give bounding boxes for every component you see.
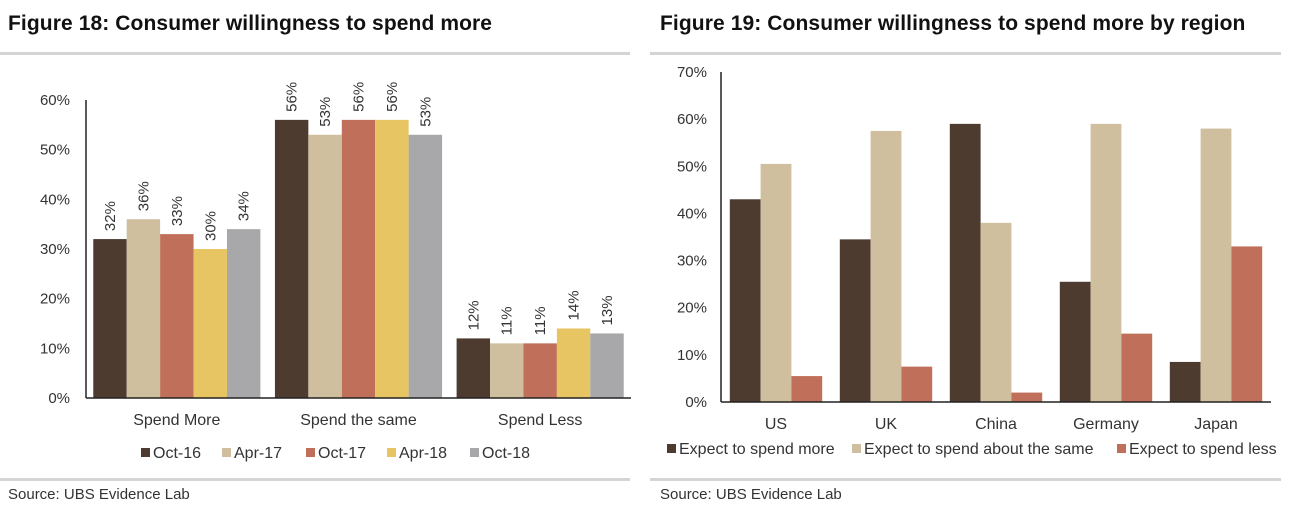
y-tick-label: 50%	[40, 142, 70, 159]
data-label: 30%	[202, 211, 219, 241]
legend-label: Oct-17	[318, 445, 366, 462]
legend-swatch	[306, 448, 315, 457]
data-label: 56%	[384, 82, 401, 112]
data-label: 33%	[169, 196, 186, 226]
data-label: 36%	[135, 181, 152, 211]
bar	[341, 119, 376, 398]
data-label: 13%	[599, 295, 616, 325]
source-rule	[650, 478, 1281, 481]
y-tick-label: 40%	[40, 191, 70, 208]
y-tick-label: 40%	[677, 205, 707, 222]
data-label: 56%	[284, 82, 301, 112]
data-label: 53%	[317, 97, 334, 127]
x-category-label: US	[765, 416, 787, 433]
data-label: 14%	[566, 290, 583, 320]
legend-swatch	[222, 448, 231, 457]
legend-label: Apr-17	[234, 445, 282, 462]
y-tick-label: 0%	[48, 390, 70, 407]
bar	[1090, 123, 1122, 402]
x-category-label: China	[975, 416, 1017, 433]
title-rule	[650, 52, 1281, 55]
bar	[729, 199, 761, 402]
x-category-label: Germany	[1073, 416, 1139, 433]
bar	[126, 219, 161, 398]
bar	[870, 130, 902, 402]
bar	[308, 134, 342, 398]
bar	[456, 338, 491, 398]
bar	[1059, 281, 1091, 402]
source-rule	[0, 478, 630, 481]
bar	[375, 119, 409, 398]
bar	[839, 239, 871, 402]
y-tick-label: 60%	[677, 111, 707, 128]
figure-19-source: Source: UBS Evidence Lab	[660, 486, 842, 503]
figure-18-source: Source: UBS Evidence Lab	[8, 486, 190, 503]
legend-swatch	[667, 444, 676, 453]
x-category-label: Japan	[1194, 416, 1238, 433]
legend-label: Expect to spend more	[679, 441, 835, 458]
bar	[1011, 392, 1043, 402]
data-label: 56%	[351, 82, 368, 112]
y-tick-label: 20%	[40, 291, 70, 308]
legend-swatch	[852, 444, 861, 453]
bar	[1169, 361, 1201, 402]
bar	[760, 163, 792, 402]
bar	[1200, 128, 1232, 403]
y-tick-label: 30%	[677, 253, 707, 270]
y-tick-label: 20%	[677, 300, 707, 317]
bar	[980, 222, 1012, 402]
figure-19-title: Figure 19: Consumer willingness to spend…	[660, 12, 1246, 35]
legend-label: Oct-18	[482, 445, 530, 462]
figure-18-title: Figure 18: Consumer willingness to spend…	[8, 12, 493, 35]
data-label: 34%	[236, 191, 253, 221]
bar	[791, 376, 823, 402]
legend-swatch	[470, 448, 479, 457]
title-rule	[0, 52, 630, 55]
bar	[193, 249, 227, 398]
y-tick-label: 10%	[677, 347, 707, 364]
figure-18-panel: Figure 18: Consumer willingness to spend…	[0, 0, 640, 518]
data-label: 12%	[465, 300, 482, 330]
x-category-label: Spend More	[133, 412, 220, 429]
legend-swatch	[1117, 444, 1126, 453]
bar	[949, 123, 981, 402]
data-label: 53%	[417, 97, 434, 127]
legend-label: Oct-16	[153, 445, 201, 462]
legend-label: Expect to spend less	[1129, 441, 1277, 458]
data-label: 32%	[102, 201, 119, 231]
figure-18-chart: 0% 10% 20% 30% 40% 50% 60% 32% 36% 33% 30% 34% Spend…	[40, 82, 631, 462]
y-tick-label: 10%	[40, 340, 70, 357]
bar	[901, 366, 933, 402]
y-tick-label: 50%	[677, 158, 707, 175]
bar	[590, 333, 624, 398]
data-label: 11%	[499, 306, 516, 335]
bar	[226, 229, 261, 398]
bar	[1121, 333, 1153, 402]
x-category-label: Spend Less	[498, 412, 583, 429]
legend-swatch	[141, 448, 150, 457]
bar	[408, 134, 443, 398]
y-tick-label: 60%	[40, 92, 70, 109]
legend-swatch	[387, 448, 396, 457]
figure-19-panel: Figure 19: Consumer willingness to spend…	[650, 0, 1296, 518]
bar	[93, 239, 127, 398]
bar	[490, 343, 524, 398]
bar	[160, 234, 194, 398]
data-label: 11%	[532, 306, 549, 335]
y-tick-label: 70%	[677, 64, 707, 81]
bar	[556, 328, 591, 398]
bar	[274, 119, 309, 398]
y-tick-label: 30%	[40, 241, 70, 258]
legend-label: Apr-18	[399, 445, 447, 462]
x-category-label: UK	[875, 416, 898, 433]
y-tick-label: 0%	[685, 394, 707, 411]
bar	[1231, 246, 1263, 402]
x-category-label: Spend the same	[300, 412, 417, 429]
legend-label: Expect to spend about the same	[864, 441, 1094, 458]
figure-19-chart: 0% 10% 20% 30% 40% 50% 60% 70% US UK China Germany J…	[667, 64, 1277, 458]
bar	[523, 343, 557, 398]
